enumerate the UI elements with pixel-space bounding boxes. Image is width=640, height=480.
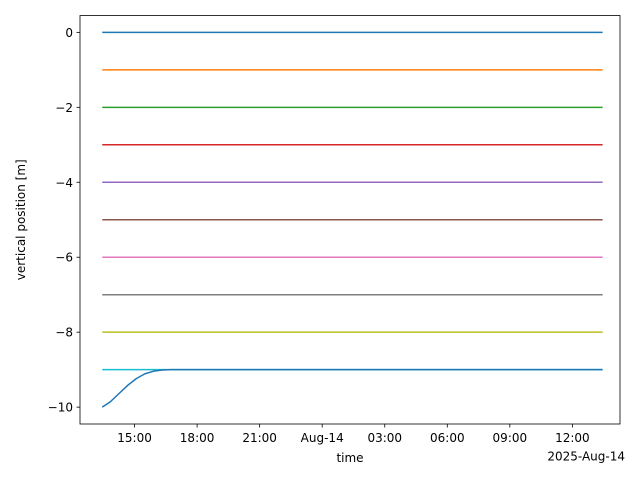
x-tick-label-3: Aug-14 — [301, 431, 344, 445]
y-axis-ticks: 0 −2 −4 −6 −8 −10 — [48, 26, 80, 415]
series-line-10 — [101, 368, 603, 408]
x-tick-label-7: 12:00 — [555, 431, 590, 445]
y-axis-label: vertical position [m] — [14, 159, 28, 280]
x-tick-label-1: 18:00 — [180, 431, 215, 445]
x-tick-label-4: 03:00 — [367, 431, 402, 445]
x-axis-offset-label: 2025-Aug-14 — [547, 450, 625, 464]
x-tick-label-5: 06:00 — [430, 431, 465, 445]
x-tick-label-6: 09:00 — [493, 431, 528, 445]
y-tick-label-1: −2 — [55, 101, 73, 115]
y-tick-label-0: 0 — [65, 26, 73, 40]
series-layer — [101, 31, 603, 408]
y-tick-label-3: −6 — [55, 251, 73, 265]
y-tick-label-5: −10 — [48, 401, 73, 415]
plot-area-frame — [79, 15, 621, 425]
x-axis-label: time — [336, 451, 363, 465]
y-tick-label-4: −8 — [55, 326, 73, 340]
x-axis-ticks: 15:00 18:00 21:00 Aug-14 03:00 06:00 09:00 12:0… — [117, 424, 590, 445]
y-tick-label-2: −4 — [55, 176, 73, 190]
x-tick-label-0: 15:00 — [117, 431, 152, 445]
x-tick-label-2: 21:00 — [242, 431, 277, 445]
